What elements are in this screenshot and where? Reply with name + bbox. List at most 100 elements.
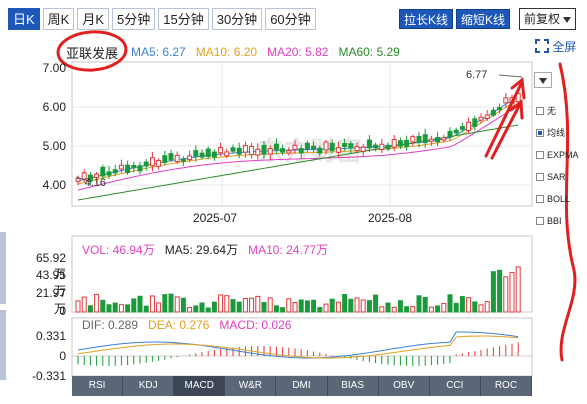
volume-bar <box>118 304 124 313</box>
checkbox-icon[interactable] <box>536 107 544 115</box>
period-tab[interactable]: 月K <box>77 8 110 30</box>
volume-bar <box>267 297 273 313</box>
checkbox-icon[interactable] <box>536 195 544 203</box>
candle-body <box>515 93 521 103</box>
volume-bar <box>435 305 441 313</box>
volume-bar <box>360 299 366 313</box>
candle-body <box>466 121 472 131</box>
volume-bar <box>100 299 106 313</box>
dif-line <box>77 331 519 359</box>
candle-body <box>360 146 366 152</box>
candle-body <box>75 178 81 182</box>
candle-body <box>385 144 391 150</box>
volume-bar <box>385 302 391 313</box>
checkbox-icon[interactable] <box>536 173 544 181</box>
stretch-kline-button[interactable]: 拉长K线 <box>399 9 454 29</box>
indicator-option[interactable]: BOLL <box>536 188 579 210</box>
candle-body <box>286 150 292 154</box>
volume-bar <box>391 306 397 313</box>
price-adjust-select[interactable]: 前复权 <box>518 8 576 30</box>
indicator-tab[interactable]: ROC <box>481 376 532 396</box>
low-marker-line <box>75 176 93 183</box>
ma20-line <box>77 104 519 191</box>
volume-bar <box>472 301 478 313</box>
volume-bar <box>205 307 211 313</box>
shrink-kline-button[interactable]: 缩短K线 <box>456 9 511 29</box>
volume-bar <box>416 295 422 313</box>
candle-body <box>174 154 180 162</box>
ma10-legend: MA10: 6.20 <box>195 45 258 59</box>
volume-bar <box>342 293 348 313</box>
fullscreen-button[interactable]: 全屏 <box>535 38 576 55</box>
volume-bar <box>143 305 149 313</box>
volume-bar <box>162 294 168 313</box>
indicator-tab[interactable]: RSI <box>72 376 124 396</box>
period-tab[interactable]: 周K <box>42 8 75 30</box>
candle-body <box>416 136 422 143</box>
indicator-tab[interactable]: DMI <box>276 376 328 396</box>
checkbox-icon[interactable] <box>536 217 544 225</box>
candle-body <box>273 143 279 151</box>
indicator-tab[interactable]: BIAS <box>328 376 379 396</box>
period-tab[interactable]: 日K <box>8 8 40 30</box>
macd-tick: 0.331 <box>35 329 66 343</box>
candle-body <box>261 144 267 155</box>
vol-ma10-legend: MA10: 24.77万 <box>248 243 329 257</box>
indicator-tab[interactable]: OBV <box>379 376 430 396</box>
indicator-tab[interactable]: KDJ <box>123 376 175 396</box>
volume-bar <box>311 299 317 313</box>
candle-body <box>94 173 100 178</box>
period-tab[interactable]: 30分钟 <box>211 8 263 30</box>
volume-bar <box>459 296 465 313</box>
candle-body <box>410 136 416 143</box>
indicator-option[interactable]: 均线 <box>536 122 579 144</box>
volume-bar <box>428 306 434 313</box>
volume-tick: 0 <box>59 304 66 318</box>
candle-body <box>242 145 248 153</box>
volume-bar <box>174 296 180 313</box>
indicator-option[interactable]: EXPMA <box>536 144 579 166</box>
candle-body <box>342 142 348 147</box>
candle-body <box>311 145 317 150</box>
volume-tick: 65.92万 <box>35 251 66 281</box>
candle-body <box>404 139 410 147</box>
ma5-legend: MA5: 6.27 <box>131 45 186 59</box>
volume-bar <box>348 298 354 313</box>
indicator-option[interactable]: 无 <box>536 100 579 122</box>
volume-bar <box>75 300 81 313</box>
indicator-tab[interactable]: MACD <box>174 376 226 396</box>
period-tab[interactable]: 60分钟 <box>265 8 316 30</box>
volume-bar <box>112 302 118 313</box>
checkbox-icon[interactable] <box>536 129 544 137</box>
candle-body <box>187 155 193 161</box>
dea-legend: DEA: 0.276 <box>148 318 210 332</box>
candle-body <box>397 140 403 147</box>
ma60-legend: MA60: 5.29 <box>338 45 400 59</box>
indicator-tab-bar: RSI KDJ MACD W&R DMI BIAS OBV CCI ROC <box>72 376 532 396</box>
period-tab[interactable]: 5分钟 <box>112 8 156 30</box>
indicator-option[interactable]: BBI <box>536 210 579 232</box>
volume-bar <box>447 294 453 313</box>
candle-body <box>112 169 118 174</box>
period-tab[interactable]: 15分钟 <box>158 8 209 30</box>
indicator-option-label: 均线 <box>547 128 566 138</box>
indicator-option-label: SAR <box>547 172 566 182</box>
volume-bar <box>292 301 298 313</box>
candle-body <box>323 141 329 151</box>
candle-body <box>329 142 335 152</box>
indicator-tab[interactable]: W&R <box>225 376 277 396</box>
candle-body <box>503 97 509 104</box>
volume-bar <box>280 307 286 313</box>
indicator-dropdown[interactable] <box>534 72 552 88</box>
volume-legend: VOL: 46.94万 MA5: 29.64万 MA10: 24.77万 <box>82 241 338 258</box>
volume-bar <box>298 299 304 313</box>
volume-bar <box>230 299 236 313</box>
indicator-tab[interactable]: CCI <box>430 376 481 396</box>
volume-bar <box>373 294 379 313</box>
volume-bar <box>106 304 112 313</box>
candle-body <box>379 143 385 150</box>
candle-body <box>478 116 484 121</box>
indicator-option[interactable]: SAR <box>536 166 579 188</box>
checkbox-icon[interactable] <box>536 151 544 159</box>
